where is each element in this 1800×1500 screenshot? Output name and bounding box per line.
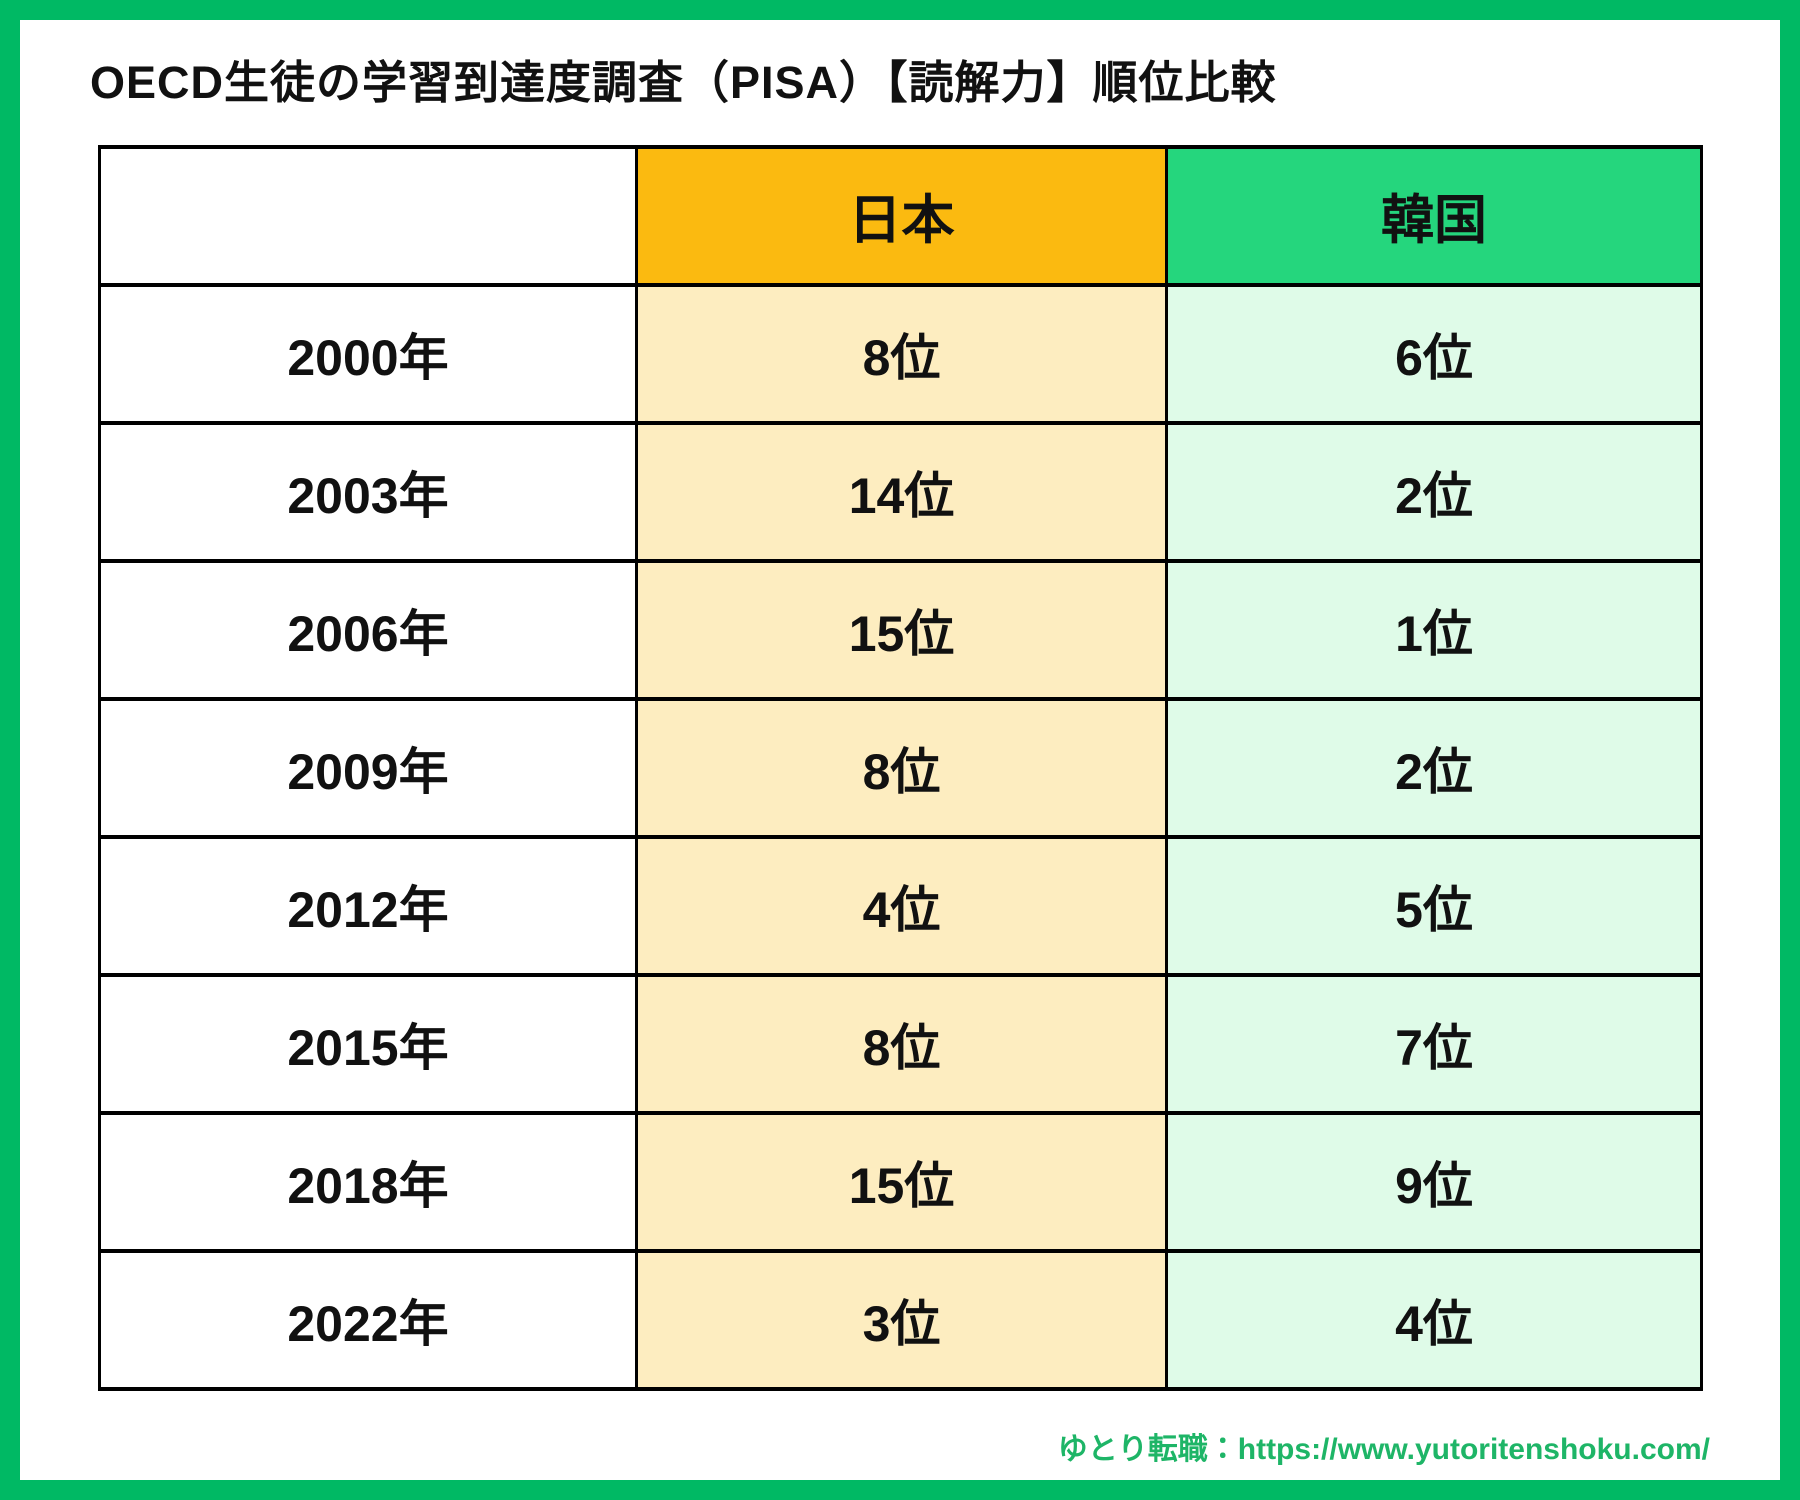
korea-rank-cell: 6位 [1165, 283, 1703, 425]
korea-rank-cell: 4位 [1165, 1249, 1703, 1391]
japan-rank-cell: 8位 [635, 697, 1168, 839]
page-title: OECD生徒の学習到達度調査（PISA）【読解力】順位比較 [90, 57, 1277, 108]
column-header-japan: 日本 [635, 145, 1168, 287]
korea-rank-cell: 5位 [1165, 835, 1703, 977]
korea-rank-cell: 7位 [1165, 973, 1703, 1115]
year-cell: 2003年 [98, 421, 638, 563]
japan-rank-cell: 4位 [635, 835, 1168, 977]
table-row: 2003年 14位 2位 [98, 421, 1703, 563]
year-cell: 2006年 [98, 559, 638, 701]
blank-header-cell [98, 145, 638, 287]
japan-rank-cell: 15位 [635, 1111, 1168, 1253]
year-cell: 2012年 [98, 835, 638, 977]
table-header-row: 日本 韓国 [98, 145, 1703, 287]
japan-rank-cell: 3位 [635, 1249, 1168, 1391]
credit-line: ゆとり転職：https://www.yutoritenshoku.com/ [1057, 1433, 1710, 1466]
table-row: 2022年 3位 4位 [98, 1249, 1703, 1391]
table-row: 2018年 15位 9位 [98, 1111, 1703, 1253]
korea-rank-cell: 2位 [1165, 697, 1703, 839]
table-row: 2000年 8位 6位 [98, 283, 1703, 425]
year-cell: 2015年 [98, 973, 638, 1115]
year-cell: 2009年 [98, 697, 638, 839]
japan-rank-cell: 15位 [635, 559, 1168, 701]
korea-rank-cell: 9位 [1165, 1111, 1703, 1253]
year-cell: 2000年 [98, 283, 638, 425]
table-row: 2006年 15位 1位 [98, 559, 1703, 701]
column-header-korea: 韓国 [1165, 145, 1703, 287]
table-row: 2012年 4位 5位 [98, 835, 1703, 977]
japan-rank-cell: 8位 [635, 973, 1168, 1115]
table-row: 2015年 8位 7位 [98, 973, 1703, 1115]
korea-rank-cell: 1位 [1165, 559, 1703, 701]
japan-rank-cell: 14位 [635, 421, 1168, 563]
year-cell: 2022年 [98, 1249, 638, 1391]
table-row: 2009年 8位 2位 [98, 697, 1703, 839]
year-cell: 2018年 [98, 1111, 638, 1253]
korea-rank-cell: 2位 [1165, 421, 1703, 563]
pisa-ranking-table: 日本 韓国 2000年 8位 6位 2003年 14位 2位 2006年 15位… [98, 145, 1703, 1391]
japan-rank-cell: 8位 [635, 283, 1168, 425]
